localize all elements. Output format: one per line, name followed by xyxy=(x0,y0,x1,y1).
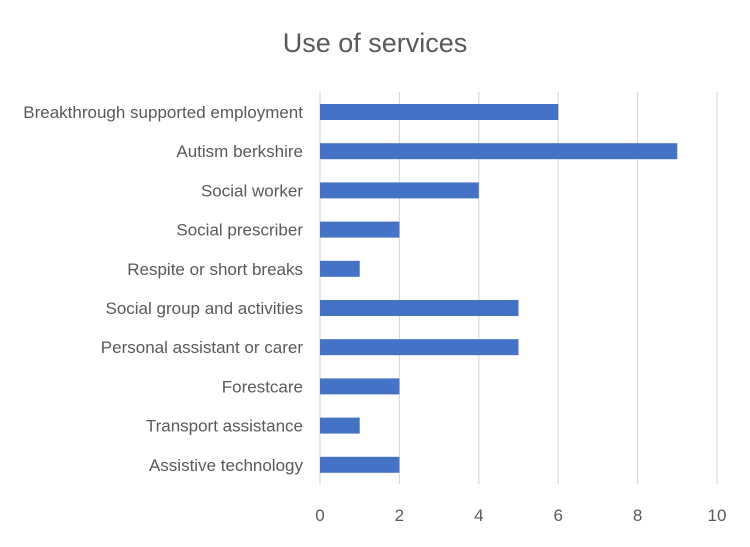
bar xyxy=(320,143,678,160)
x-tick-label: 2 xyxy=(395,506,404,525)
x-tick-label: 8 xyxy=(633,506,642,525)
bar xyxy=(320,260,360,277)
category-label: Forestcare xyxy=(222,377,303,396)
bar xyxy=(320,417,360,434)
bar xyxy=(320,300,519,316)
category-label: Personal assistant or carer xyxy=(101,338,304,357)
bar xyxy=(320,182,479,199)
category-label: Social group and activities xyxy=(105,299,303,318)
bar xyxy=(320,221,400,238)
bar xyxy=(320,378,400,395)
category-label: Transport assistance xyxy=(146,417,303,436)
bar xyxy=(320,339,519,356)
category-labels: Breakthrough supported employment Autism … xyxy=(23,103,303,475)
bars xyxy=(320,104,678,473)
x-tick-labels: 0 2 4 6 8 10 xyxy=(315,506,726,525)
category-label: Assistive technology xyxy=(149,456,304,475)
chart-title: Use of services xyxy=(283,28,468,58)
bar xyxy=(320,104,559,120)
category-label: Respite or short breaks xyxy=(127,260,303,279)
x-tick-label: 10 xyxy=(708,506,727,525)
category-label: Social prescriber xyxy=(176,221,303,240)
x-tick-label: 0 xyxy=(315,506,324,525)
x-tick-label: 6 xyxy=(553,506,562,525)
x-tick-label: 4 xyxy=(474,506,483,525)
category-label: Social worker xyxy=(201,181,303,200)
bar xyxy=(320,456,400,473)
category-label: Autism berkshire xyxy=(176,142,303,161)
category-label: Breakthrough supported employment xyxy=(23,103,303,122)
